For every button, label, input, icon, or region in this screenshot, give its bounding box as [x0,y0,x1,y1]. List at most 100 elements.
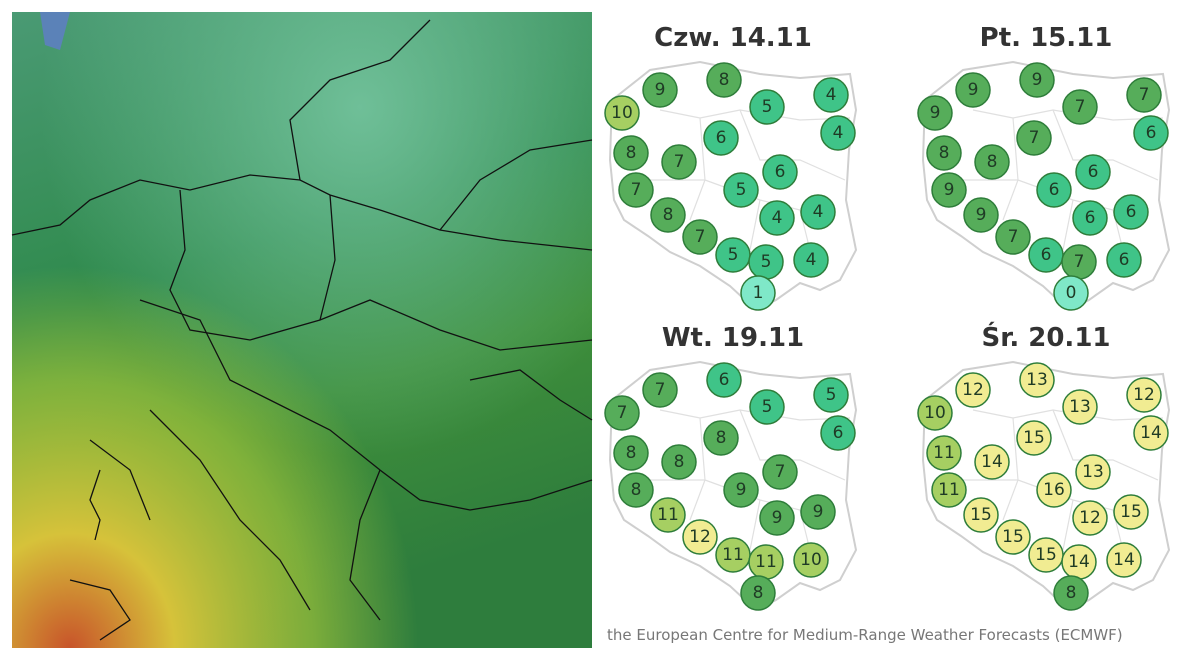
temperature-value: 5 [761,252,772,272]
temperature-marker [759,200,795,236]
temperature-value: 6 [833,423,844,443]
temperature-value: 7 [1008,227,1019,247]
temperature-value: 9 [968,80,979,100]
temperature-marker [813,77,849,113]
temperature-marker [723,172,759,208]
temperature-marker [613,135,649,171]
temperature-marker [1133,415,1169,451]
temperature-marker [813,377,849,413]
temperature-value: 12 [962,380,984,400]
temperature-marker [793,242,829,278]
temperature-value: 6 [775,162,786,182]
temperature-value: 11 [938,480,960,500]
temperature-value: 0 [1066,283,1077,303]
forecast-panel: Czw. 14.11 10 9 8 5 4 4 6 8 7 6 7 5 8 4 4 7 5 5 4 1 [604,23,858,312]
temperature-marker [682,219,718,255]
temperature-marker [963,197,999,233]
temperature-marker [1016,420,1052,456]
temperature-value: 9 [772,508,783,528]
temperature-value: 9 [813,502,824,522]
temperature-marker [1036,172,1072,208]
temperature-value: 15 [1002,527,1024,547]
temperature-value: 4 [826,85,837,105]
temperature-value: 9 [736,480,747,500]
temperature-value: 4 [833,123,844,143]
temperature-value: 10 [611,103,633,123]
temperature-value: 6 [1049,180,1060,200]
temperature-marker [650,497,686,533]
temperature-value: 6 [719,370,730,390]
temperature-marker [1062,89,1098,125]
panel-title: Czw. 14.11 [654,23,812,53]
temperature-value: 12 [689,527,711,547]
forecast-panels: Czw. 14.11 10 9 8 5 4 4 6 8 7 6 7 5 8 4 4 7 5 5 4 1 Pt. 15.11… [604,23,1171,612]
temperature-marker [706,62,742,98]
temperature-marker [642,72,678,108]
panel-title: Śr. 20.11 [981,321,1110,353]
temperature-value: 13 [1082,462,1104,482]
temperature-value: 14 [1140,423,1162,443]
temperature-marker [723,472,759,508]
temperature-marker [820,415,856,451]
temperature-value: 16 [1043,480,1065,500]
temperature-value: 7 [775,462,786,482]
temperature-value: 11 [657,505,679,525]
temperature-value: 15 [1035,545,1057,565]
temperature-value: 12 [1079,508,1101,528]
temperature-value: 9 [944,180,955,200]
temperature-marker [1019,62,1055,98]
temperature-value: 13 [1069,397,1091,417]
temperature-value: 8 [753,583,764,603]
source-note: the European Centre for Medium-Range Wea… [607,626,1123,644]
temperature-marker [1075,454,1111,490]
temperature-marker [618,472,654,508]
temperature-value: 9 [1032,70,1043,90]
temperature-value: 14 [1068,552,1090,572]
temperature-marker [793,542,829,578]
temperature-marker [820,115,856,151]
temperature-marker [1062,389,1098,425]
temperature-value: 4 [813,202,824,222]
temperature-marker [613,435,649,471]
temperature-marker [1126,377,1162,413]
temperature-value: 11 [755,552,777,572]
forecast-panel: Śr. 20.11 10 12 13 13 12 14 15 11 14 13 11 16 15 12 15 1… [917,321,1171,612]
temperature-value: 14 [981,452,1003,472]
temperature-value: 7 [655,380,666,400]
temperature-value: 7 [1074,252,1085,272]
temperature-marker [1072,500,1108,536]
temperature-marker [917,395,953,431]
temperature-value: 8 [626,443,637,463]
temperature-value: 15 [970,505,992,525]
temperature-marker [995,519,1031,555]
temperature-marker [604,395,640,431]
temperature-value: 15 [1120,502,1142,522]
temperature-marker [931,472,967,508]
temperature-value: 8 [1066,583,1077,603]
temperature-value: 7 [1139,85,1150,105]
temperature-marker [703,120,739,156]
temperature-marker [749,89,785,125]
temperature-value: 9 [976,205,987,225]
temperature-marker [762,454,798,490]
temperature-marker [1016,120,1052,156]
temperature-marker [1075,154,1111,190]
temperature-marker [1126,77,1162,113]
temperature-marker [1106,242,1142,278]
temperature-value: 6 [1041,245,1052,265]
panel-title: Pt. 15.11 [980,23,1113,53]
temperature-marker [1113,494,1149,530]
temperature-value: 7 [1075,97,1086,117]
temperature-marker [703,420,739,456]
temperature-marker [1019,362,1055,398]
temperature-marker [926,435,962,471]
temperature-value: 7 [631,180,642,200]
temperature-value: 11 [722,545,744,565]
temperature-value: 5 [762,397,773,417]
temperature-value: 5 [728,245,739,265]
temperature-marker [650,197,686,233]
temperature-marker [604,95,640,131]
temperature-marker [955,72,991,108]
temperature-value: 8 [939,143,950,163]
